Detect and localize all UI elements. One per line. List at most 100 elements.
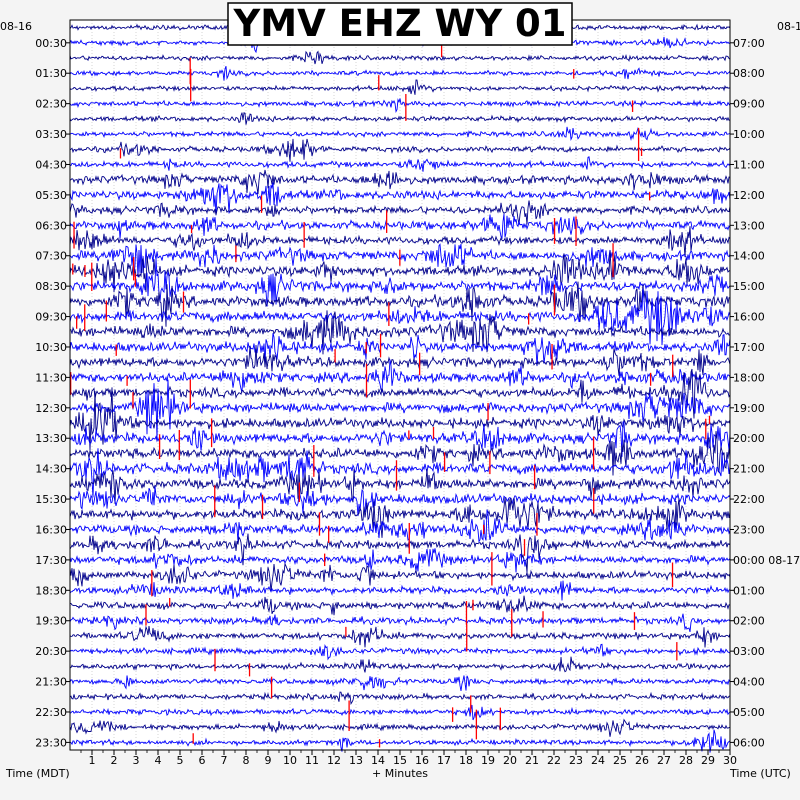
seismogram-trace [69, 431, 731, 476]
x-tick-label: 15 [393, 754, 407, 767]
x-tick-label: 24 [591, 754, 605, 767]
seismogram-trace [69, 729, 731, 753]
right-tick-label: 10:00 [733, 128, 765, 141]
right-tick-label: 17:00 [733, 341, 765, 354]
left-tick-label: 06:30 [35, 219, 67, 232]
seismogram-trace [69, 595, 730, 616]
x-tick-label: 4 [155, 754, 162, 767]
left-tick-label: 07:30 [35, 250, 67, 263]
right-axis-title: Time (UTC) [729, 767, 791, 780]
left-tick-label: 19:30 [35, 615, 67, 628]
seismogram-trace [69, 156, 731, 172]
left-tick-label: 21:30 [35, 676, 67, 689]
right-tick-label: 13:00 [733, 219, 765, 232]
x-tick-label: 22 [547, 754, 561, 767]
x-tick-label: 19 [481, 754, 495, 767]
x-tick-label: 27 [657, 754, 671, 767]
right-tick-label: 12:00 [733, 189, 765, 202]
right-tick-label: 14:00 [733, 250, 765, 263]
seismogram-trace [69, 213, 731, 240]
x-tick-label: 9 [265, 754, 272, 767]
right-tick-label: 05:00 [733, 706, 765, 719]
x-tick-label: 26 [635, 754, 649, 767]
seismogram-trace [69, 580, 731, 601]
left-tick-label: 12:30 [35, 402, 67, 415]
x-tick-label: 5 [177, 754, 184, 767]
left-tick-label: 17:30 [35, 554, 67, 567]
x-tick-label: 7 [221, 754, 228, 767]
seismogram-trace [69, 643, 731, 661]
left-tick-label: 15:30 [35, 493, 67, 506]
x-tick-label: 3 [133, 754, 140, 767]
seismogram-trace [69, 98, 731, 113]
right-tick-label: 09:00 [733, 98, 765, 111]
right-tick-label: 08:00 [733, 67, 765, 80]
x-tick-label: 1 [89, 754, 96, 767]
right-tick-label: 23:00 [733, 523, 765, 536]
seismogram-trace [69, 509, 731, 543]
right-tick-label: 11:00 [733, 158, 765, 171]
seismogram-trace [69, 656, 731, 673]
x-tick-label: 25 [613, 754, 627, 767]
seismogram-trace [69, 691, 731, 706]
x-tick-label: 17 [437, 754, 451, 767]
left-tick-label: 23:30 [35, 736, 67, 749]
right-tick-label: 00:00 08-17 [733, 554, 800, 567]
seismogram-trace [69, 497, 731, 538]
seismogram-trace [69, 344, 731, 376]
seismogram-trace [69, 368, 731, 419]
left-tick-label: 09:30 [35, 311, 67, 324]
x-tick-label: 20 [503, 754, 517, 767]
right-tick-label: 18:00 [733, 371, 765, 384]
x-tick-label: 18 [459, 754, 473, 767]
x-tick-label: 13 [349, 754, 363, 767]
seismogram-trace [69, 200, 731, 225]
left-tick-label: 03:30 [35, 128, 67, 141]
seismogram-trace [69, 548, 731, 573]
x-tick-label: 29 [701, 754, 715, 767]
title-box [227, 2, 573, 46]
x-tick-label: 2 [111, 754, 118, 767]
seismogram-trace [69, 613, 731, 633]
seismogram-trace [69, 66, 731, 81]
left-tick-label: 00:30 [35, 37, 67, 50]
seismogram-trace [69, 387, 731, 451]
left-tick-label: 08:30 [35, 280, 67, 293]
seismogram-trace [69, 50, 731, 65]
seismogram-trace [69, 281, 731, 327]
seismogram-trace [69, 182, 731, 216]
seismogram-trace [69, 486, 731, 517]
right-tick-label: 21:00 [733, 463, 765, 476]
seismogram-trace [69, 379, 731, 439]
seismogram-trace [69, 226, 731, 258]
right-tick-label: 15:00 [733, 280, 765, 293]
left-tick-label: 14:30 [35, 463, 67, 476]
left-tick-label: 20:30 [35, 645, 67, 658]
x-axis-title: + Minutes [372, 767, 428, 780]
seismogram-trace [69, 359, 731, 393]
right-tick-label: 19:00 [733, 402, 765, 415]
seismogram-trace [69, 169, 731, 195]
chart-title: YMV EHZ WY 01 [232, 2, 566, 45]
right-tick-label: 06:00 [733, 736, 765, 749]
x-tick-label: 11 [305, 754, 319, 767]
seismogram-trace [69, 421, 731, 457]
left-tick-label: 18:30 [35, 584, 67, 597]
x-tick-label: 16 [415, 754, 429, 767]
x-tick-label: 8 [243, 754, 250, 767]
x-tick-label: 21 [525, 754, 539, 767]
right-tick-label: 16:00 [733, 311, 765, 324]
left-tick-label: 02:30 [35, 98, 67, 111]
plot-area [70, 20, 730, 750]
left-date-label: 08-16 [0, 20, 32, 33]
left-tick-label: 22:30 [35, 706, 67, 719]
left-tick-label: 01:30 [35, 67, 67, 80]
seismogram-trace [69, 704, 731, 721]
x-tick-label: 6 [199, 754, 206, 767]
right-tick-label: 04:00 [733, 676, 765, 689]
seismogram-trace [69, 562, 731, 592]
seismogram-trace [69, 675, 731, 691]
left-tick-label: 04:30 [35, 158, 67, 171]
seismogram-trace [69, 288, 731, 346]
